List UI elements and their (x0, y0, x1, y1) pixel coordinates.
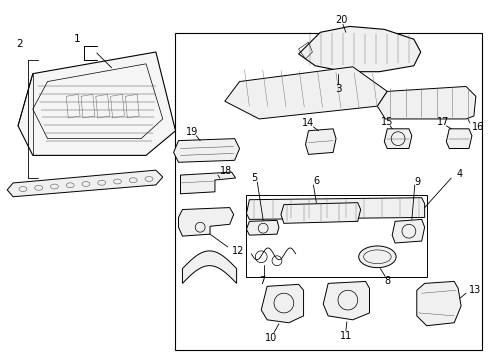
Text: 6: 6 (313, 176, 319, 186)
Polygon shape (173, 139, 239, 162)
Polygon shape (377, 86, 475, 119)
Bar (174, 33, 481, 350)
Text: 1: 1 (73, 34, 80, 44)
Text: 12: 12 (231, 246, 244, 256)
Ellipse shape (358, 246, 395, 267)
Polygon shape (416, 282, 460, 326)
Text: 9: 9 (414, 177, 420, 187)
Text: 3: 3 (334, 84, 341, 94)
Text: 4: 4 (455, 169, 461, 179)
Text: 10: 10 (264, 333, 277, 342)
Text: 2: 2 (17, 39, 23, 49)
Text: 11: 11 (339, 330, 351, 341)
Polygon shape (246, 220, 278, 235)
Text: 5: 5 (251, 173, 257, 183)
Text: 19: 19 (186, 127, 198, 137)
Polygon shape (178, 208, 233, 236)
Polygon shape (305, 129, 335, 154)
Text: 20: 20 (334, 14, 346, 24)
Bar (246, 195, 426, 278)
Polygon shape (180, 172, 235, 194)
Text: 16: 16 (471, 122, 483, 132)
Text: 15: 15 (380, 117, 393, 127)
Text: 14: 14 (302, 118, 314, 128)
Polygon shape (323, 282, 369, 320)
Text: 17: 17 (436, 117, 448, 127)
Polygon shape (224, 67, 386, 119)
Polygon shape (384, 129, 411, 148)
Polygon shape (18, 52, 175, 156)
Text: 8: 8 (384, 276, 389, 287)
Polygon shape (246, 198, 424, 219)
Text: 13: 13 (468, 285, 480, 295)
Polygon shape (7, 170, 163, 197)
Polygon shape (280, 203, 360, 223)
Text: 18: 18 (220, 166, 232, 176)
Polygon shape (391, 219, 424, 243)
Polygon shape (261, 284, 303, 323)
Polygon shape (298, 26, 420, 72)
Polygon shape (446, 129, 471, 148)
Text: 7: 7 (259, 276, 265, 287)
Polygon shape (182, 251, 236, 283)
